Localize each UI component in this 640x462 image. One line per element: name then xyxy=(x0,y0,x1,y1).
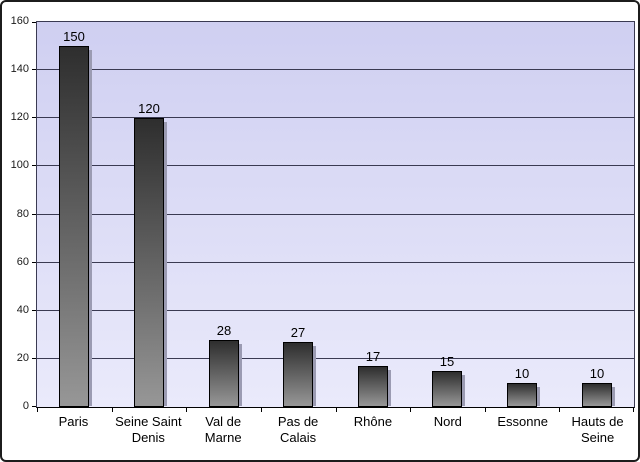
bar-value-label: 27 xyxy=(290,325,306,340)
x-axis-tick xyxy=(112,408,113,412)
y-axis-tick xyxy=(32,358,36,359)
y-axis-label: 140 xyxy=(10,63,29,75)
bar-value-label: 28 xyxy=(216,323,232,338)
x-axis-label-paris: Paris xyxy=(58,414,89,429)
bar-pas-de-calais xyxy=(283,342,316,407)
x-axis-tick xyxy=(485,408,486,412)
x-axis-label-rhone: Rhône xyxy=(353,414,393,429)
y-axis-label: 0 xyxy=(22,400,29,412)
y-axis-tick xyxy=(32,165,36,166)
x-axis-label-hauts-de-seine: Hauts de Seine xyxy=(571,414,624,445)
y-axis-label: 80 xyxy=(16,208,29,220)
x-axis-tick xyxy=(336,408,337,412)
bar-essonne xyxy=(507,383,540,407)
y-axis-tick xyxy=(32,406,36,407)
bar-value-label: 150 xyxy=(63,29,85,44)
y-axis-tick xyxy=(32,214,36,215)
bar-hauts-de-seine xyxy=(582,383,615,407)
x-axis-tick xyxy=(410,408,411,412)
gridline xyxy=(37,310,634,311)
gridline xyxy=(37,214,634,215)
gridline xyxy=(37,262,634,263)
plot-area: 150 120 28 27 17 15 10 10 xyxy=(32,21,635,412)
y-axis-label: 40 xyxy=(16,304,29,316)
y-axis-tick xyxy=(32,262,36,263)
y-axis-tick xyxy=(32,69,36,70)
bar-nord xyxy=(432,371,465,407)
x-axis-tick xyxy=(186,408,187,412)
bar-value-label: 10 xyxy=(589,366,605,381)
x-axis-tick xyxy=(633,408,634,412)
bar-rhone xyxy=(358,366,391,407)
gridline xyxy=(37,358,634,359)
y-axis-label: 120 xyxy=(10,111,29,123)
x-axis-labels: Paris Seine Saint Denis Val de Marne Pas de… xyxy=(36,412,635,446)
bar-seine-saint-denis xyxy=(134,118,167,407)
gridline xyxy=(37,69,634,70)
gridline xyxy=(37,165,634,166)
y-axis-label: 20 xyxy=(16,352,29,364)
bar-value-label: 15 xyxy=(439,354,455,369)
gridline xyxy=(37,117,634,118)
bar-value-label: 10 xyxy=(514,366,530,381)
x-axis-label-nord: Nord xyxy=(433,414,462,429)
x-axis-tick xyxy=(559,408,560,412)
y-axis-label: 160 xyxy=(10,15,29,27)
y-axis-tick xyxy=(32,22,36,23)
bar-paris xyxy=(59,46,92,407)
y-axis-tick xyxy=(32,117,36,118)
y-axis-tick xyxy=(32,310,36,311)
y-axis-label: 100 xyxy=(10,159,29,171)
x-axis-tick xyxy=(261,408,262,412)
x-axis-label-pas-de-calais: Pas de Calais xyxy=(277,414,319,445)
bar-value-label: 17 xyxy=(365,349,381,364)
x-axis-label-seine-saint-denis: Seine Saint Denis xyxy=(115,414,182,445)
x-axis-label-val-de-marne: Val de Marne xyxy=(204,414,242,445)
x-axis-tick xyxy=(37,408,38,412)
bar-val-de-marne xyxy=(209,340,242,407)
x-axis-label-essonne: Essonne xyxy=(497,414,548,429)
bar-value-label: 120 xyxy=(138,101,160,116)
y-axis-label: 60 xyxy=(16,256,29,268)
